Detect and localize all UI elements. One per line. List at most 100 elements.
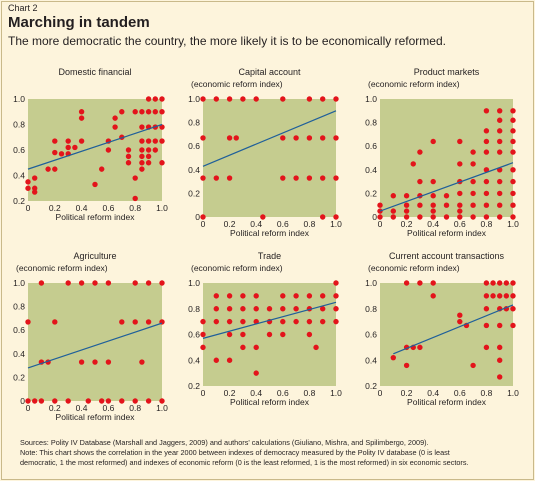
- data-point: [410, 161, 416, 167]
- data-point: [139, 147, 145, 153]
- panel-title: Trade: [258, 251, 281, 261]
- source-notes: Sources: Polity IV Database (Marshall an…: [20, 438, 525, 468]
- data-point: [139, 166, 145, 172]
- panel-plot-area: [380, 283, 513, 386]
- x-tick-label: 0.6: [454, 219, 466, 229]
- data-point: [320, 318, 326, 325]
- data-point: [417, 214, 423, 220]
- x-tick-label: 0.8: [303, 219, 315, 229]
- panel-title: Capital account: [238, 67, 301, 77]
- y-tick-label: 0: [20, 396, 25, 406]
- data-point: [430, 293, 436, 299]
- data-point: [483, 306, 490, 312]
- data-point: [38, 280, 45, 286]
- y-tick-label: 0.2: [365, 188, 377, 198]
- data-point: [483, 128, 490, 134]
- data-point: [145, 96, 152, 102]
- data-point: [152, 147, 158, 153]
- y-tick-label: 0.2: [188, 381, 200, 391]
- data-point: [510, 306, 516, 312]
- data-point: [32, 398, 38, 404]
- data-point: [226, 306, 233, 312]
- data-point: [213, 318, 219, 325]
- data-point: [119, 398, 125, 404]
- data-point: [457, 202, 463, 208]
- data-point: [497, 117, 503, 123]
- data-point: [52, 149, 58, 156]
- data-point: [497, 280, 503, 286]
- data-point: [510, 280, 516, 286]
- data-point: [105, 147, 112, 153]
- x-tick-label: 0.4: [427, 219, 439, 229]
- data-point: [25, 185, 31, 191]
- y-tick-label: 0.2: [365, 381, 377, 391]
- y-tick-label: 0.2: [188, 188, 200, 198]
- data-point: [510, 190, 516, 197]
- data-point: [280, 96, 286, 102]
- y-tick-label: 0.8: [188, 118, 200, 128]
- data-point: [417, 344, 423, 351]
- panel-title: Current account transactions: [389, 251, 505, 261]
- data-point: [25, 319, 31, 325]
- data-point: [497, 149, 503, 155]
- data-point: [240, 344, 246, 351]
- x-axis-label: Political reform index: [230, 397, 310, 407]
- y-tick-label: 1.0: [13, 278, 25, 288]
- data-point: [112, 124, 118, 130]
- y-tick-label: 1.0: [188, 94, 200, 104]
- data-point: [470, 202, 476, 208]
- x-tick-label: 1.0: [330, 388, 342, 398]
- data-point: [483, 202, 490, 208]
- data-point: [443, 214, 450, 220]
- y-tick-label: 0.8: [13, 302, 25, 312]
- data-point: [65, 398, 71, 404]
- data-point: [306, 293, 313, 299]
- x-tick-label: 0.2: [401, 219, 413, 229]
- panel-title: Product markets: [414, 67, 480, 77]
- data-point: [132, 195, 138, 202]
- x-tick-label: 0: [26, 203, 31, 213]
- data-point: [430, 202, 436, 208]
- data-point: [403, 280, 410, 286]
- y-tick-label: 0.4: [188, 355, 200, 365]
- data-point: [233, 135, 239, 141]
- data-point: [457, 318, 463, 325]
- x-tick-label: 0: [201, 388, 206, 398]
- data-point: [132, 109, 138, 115]
- data-point: [132, 319, 138, 325]
- data-point: [65, 138, 71, 144]
- trend-line: [27, 123, 163, 170]
- data-point: [510, 167, 516, 173]
- data-point: [200, 344, 206, 351]
- y-tick-label: 0.6: [365, 141, 377, 151]
- trend-line: [379, 162, 514, 212]
- y-tick-label: 1.0: [188, 278, 200, 288]
- data-point: [78, 138, 85, 144]
- data-point: [145, 280, 152, 286]
- data-point: [226, 331, 233, 338]
- data-point: [333, 293, 339, 299]
- data-point: [293, 135, 299, 141]
- data-point: [497, 108, 503, 114]
- data-point: [390, 193, 396, 199]
- data-point: [25, 179, 31, 185]
- data-point: [313, 344, 319, 351]
- data-point: [139, 153, 145, 160]
- data-point: [333, 214, 339, 220]
- figure-title: Marching in tandem: [8, 14, 150, 31]
- data-point: [430, 208, 436, 214]
- data-point: [430, 214, 436, 220]
- data-point: [125, 160, 132, 166]
- data-point: [240, 293, 246, 299]
- data-point: [403, 202, 410, 208]
- y-tick-label: 0.4: [365, 165, 377, 175]
- data-point: [390, 208, 396, 214]
- panel-title: Agriculture: [73, 251, 116, 261]
- data-point: [253, 293, 259, 299]
- y-axis-label: (economic reform index): [368, 263, 460, 273]
- data-point: [470, 149, 476, 155]
- data-point: [490, 293, 496, 299]
- data-point: [145, 147, 152, 153]
